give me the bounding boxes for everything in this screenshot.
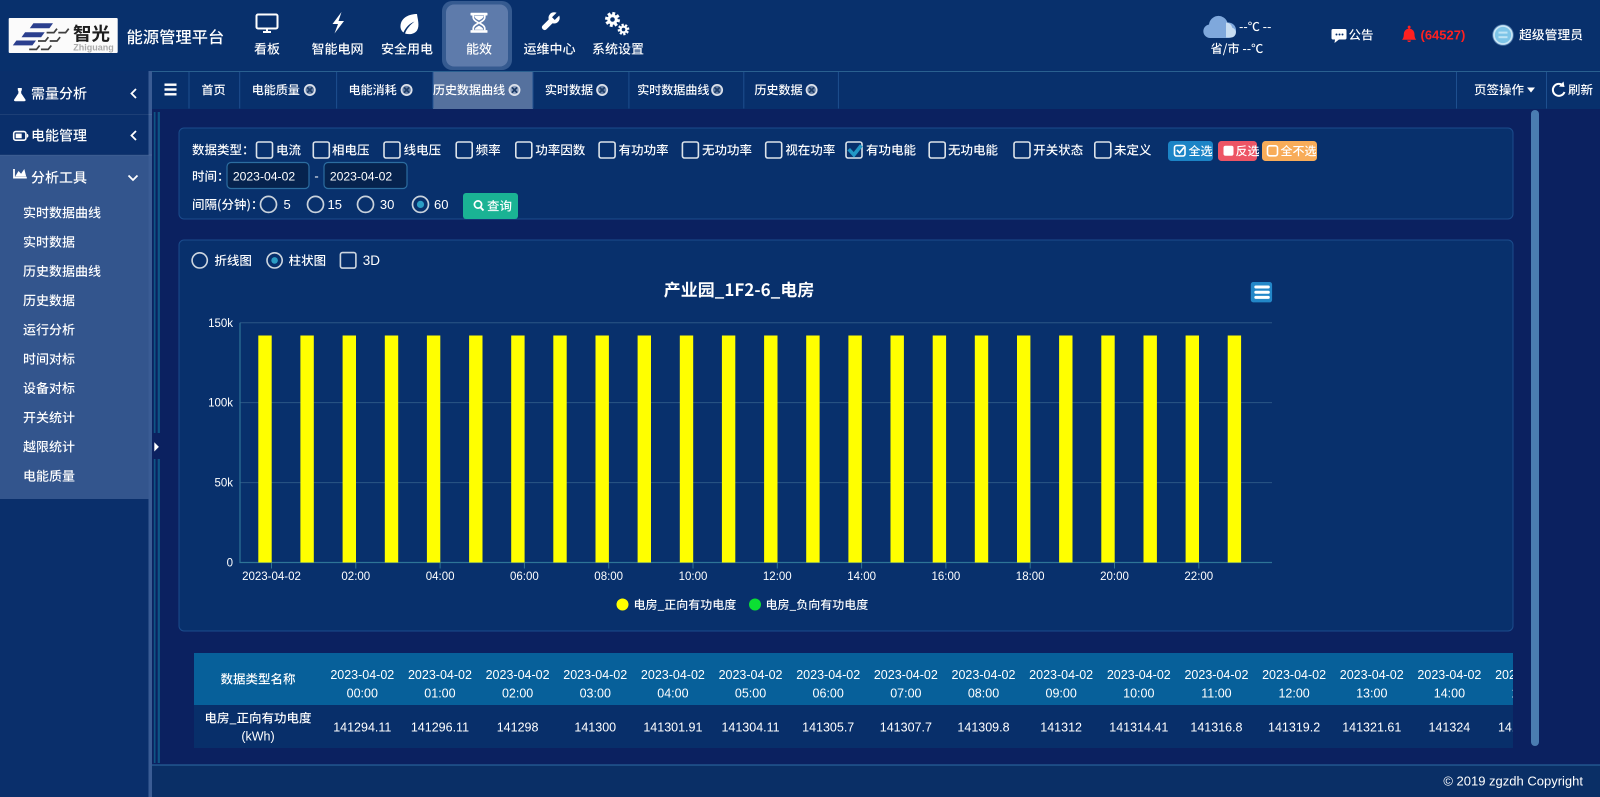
svg-text:10:00: 10:00 [679,571,708,583]
svg-text:2023-04-02: 2023-04-02 [719,668,783,682]
svg-text:10:00: 10:00 [1123,687,1154,701]
svg-text:30: 30 [380,197,394,212]
svg-text:© 2019 zgzdh Copyright: © 2019 zgzdh Copyright [1443,774,1583,789]
svg-text:13:00: 13:00 [1356,687,1387,701]
svg-text:2023-04-02: 2023-04-02 [563,668,627,682]
svg-text:141312: 141312 [1040,721,1082,735]
svg-text:141301.91: 141301.91 [643,721,702,735]
svg-text:141294.11: 141294.11 [333,721,391,735]
svg-text:2023-04-02: 2023-04-02 [1340,668,1404,682]
svg-text:2023-04-02: 2023-04-02 [330,169,393,183]
svg-text:20:00: 20:00 [1100,571,1129,583]
svg-text:18:00: 18:00 [1016,571,1045,583]
svg-text:02:00: 02:00 [341,571,370,583]
svg-text:2023-04-02: 2023-04-02 [1184,668,1248,682]
svg-text:0: 0 [227,558,233,570]
svg-text:5: 5 [284,197,291,212]
svg-text:141314.41: 141314.41 [1109,721,1168,735]
svg-text:2023-04-02: 2023-04-02 [952,668,1016,682]
svg-text:141298: 141298 [497,721,539,735]
svg-text:2023-04-02: 2023-04-02 [408,668,472,682]
svg-text:2023-04-02: 2023-04-02 [874,668,938,682]
svg-text:2023-04-02: 2023-04-02 [796,668,860,682]
svg-text:08:00: 08:00 [594,571,623,583]
svg-text:141319.2: 141319.2 [1268,721,1320,735]
svg-text:16:00: 16:00 [932,571,961,583]
svg-text:141300: 141300 [574,721,616,735]
svg-text:3D: 3D [363,253,381,268]
svg-text:12:00: 12:00 [763,571,792,583]
svg-text:2023-04-02: 2023-04-02 [242,571,301,583]
svg-text:50k: 50k [214,478,233,490]
svg-text:03:00: 03:00 [580,687,611,701]
svg-text:07:00: 07:00 [890,687,921,701]
svg-text:(64527): (64527) [1421,28,1466,43]
svg-text:141316.8: 141316.8 [1190,721,1242,735]
svg-text:2023-04-02: 2023-04-02 [641,668,705,682]
svg-text:04:00: 04:00 [426,571,455,583]
svg-text:11:00: 11:00 [1201,687,1231,701]
svg-text:150k: 150k [208,318,233,330]
svg-text:60: 60 [434,197,448,212]
svg-text:2023-04-02: 2023-04-02 [1262,668,1326,682]
svg-text:141326.11: 141326.11 [1498,721,1556,735]
svg-text:04:00: 04:00 [657,687,688,701]
svg-text:(kWh): (kWh) [241,730,274,744]
svg-text:01:00: 01:00 [424,687,455,701]
svg-text:15: 15 [328,197,342,212]
svg-text:141296.11: 141296.11 [411,721,469,735]
svg-text:141307.7: 141307.7 [880,721,932,735]
svg-text:141304.11: 141304.11 [721,721,779,735]
svg-text:2023-04-02: 2023-04-02 [1417,668,1481,682]
svg-text:00:00: 00:00 [347,687,378,701]
svg-text:06:00: 06:00 [510,571,539,583]
svg-text:08:00: 08:00 [968,687,999,701]
svg-text:06:00: 06:00 [813,687,844,701]
svg-text:22:00: 22:00 [1184,571,1213,583]
svg-text:2023-04-02: 2023-04-02 [486,668,550,682]
svg-text:09:00: 09:00 [1046,687,1077,701]
svg-text:2023-04-02: 2023-04-02 [1107,668,1171,682]
svg-text:12:00: 12:00 [1278,687,1309,701]
svg-text:Zhiguang: Zhiguang [73,43,114,53]
svg-text:15:00: 15:00 [1511,687,1542,701]
svg-text:14:00: 14:00 [847,571,876,583]
svg-text:141305.7: 141305.7 [802,721,854,735]
svg-text:2023-04-02: 2023-04-02 [233,169,296,183]
svg-text:2023-04-02: 2023-04-02 [1029,668,1093,682]
svg-text:2023-04-02: 2023-04-02 [330,668,394,682]
svg-text:05:00: 05:00 [735,687,766,701]
svg-text:100k: 100k [208,398,233,410]
svg-text:14:00: 14:00 [1434,687,1465,701]
svg-text:2023-04-02: 2023-04-02 [1495,668,1559,682]
svg-text:141321.61: 141321.61 [1342,721,1401,735]
svg-text:-: - [314,169,318,184]
svg-text:02:00: 02:00 [502,687,533,701]
svg-text:141324: 141324 [1429,721,1471,735]
svg-text:141309.8: 141309.8 [957,721,1009,735]
